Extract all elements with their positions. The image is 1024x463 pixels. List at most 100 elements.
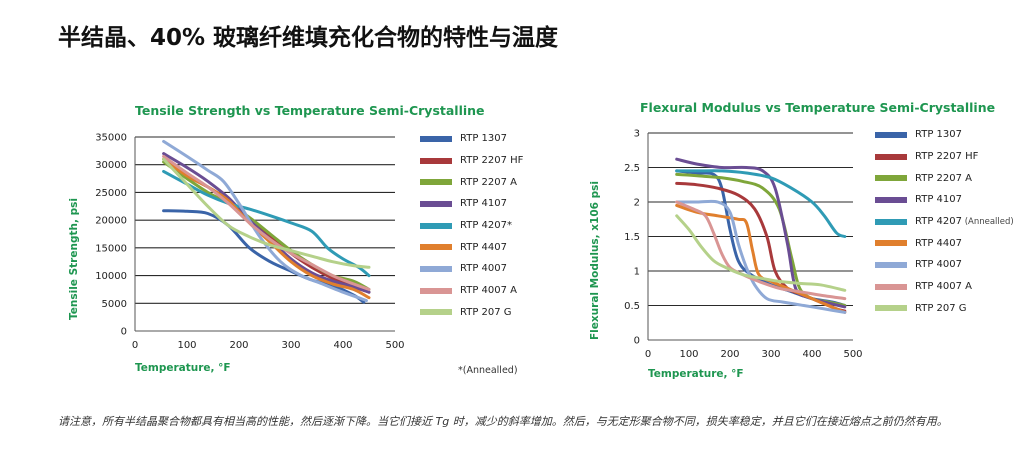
flexural-y-tick-label: 2 — [634, 198, 640, 209]
flexural-legend-item: RTP 1307 — [875, 124, 1014, 146]
tensile-x-axis-label: Temperature, °F — [135, 362, 231, 374]
flexural-legend-item: RTP 4207 (Annealled) — [875, 211, 1014, 233]
flexural-legend-swatch — [875, 305, 907, 312]
tensile-legend-item: RTP 4107 — [420, 193, 523, 215]
flexural-legend-swatch — [875, 131, 907, 138]
tensile-legend-swatch — [420, 265, 452, 272]
flexural-legend-item: RTP 207 G — [875, 298, 1014, 320]
tensile-legend-label: RTP 1307 — [460, 133, 507, 145]
tensile-legend-item: RTP 2207 A — [420, 171, 523, 193]
tensile-legend-swatch — [420, 179, 452, 186]
tensile-legend-label: RTP 2207 HF — [460, 155, 524, 167]
flexural-legend-swatch — [875, 261, 907, 268]
tensile-legend-swatch — [420, 222, 452, 229]
flexural-y-axis-label: Flexural Modulus, x106 psi — [589, 181, 601, 340]
tensile-legend-label: RTP 4007 — [460, 263, 507, 275]
tensile-series-line — [162, 154, 371, 291]
tensile-legend-label: RTP 4107 — [460, 198, 507, 210]
tensile-chart-title: Tensile Strength vs Temperature Semi-Cry… — [135, 103, 485, 118]
tensile-series-line — [162, 209, 366, 304]
flexural-series-line — [675, 169, 847, 238]
tensile-y-tick-label: 5000 — [102, 299, 127, 310]
flexural-y-tick-label: 2.5 — [624, 163, 640, 174]
tensile-legend-swatch — [420, 244, 452, 251]
flexural-legend-item: RTP 4007 — [875, 254, 1014, 276]
flexural-legend-item: RTP 2207 HF — [875, 146, 1014, 168]
tensile-y-tick-label: 0 — [121, 327, 127, 338]
tensile-legend-swatch — [420, 135, 452, 142]
tensile-legend-item: RTP 1307 — [420, 128, 523, 150]
flexural-y-tick-label: 0.5 — [624, 301, 640, 312]
flexural-legend-item: RTP 4107 — [875, 189, 1014, 211]
caption-note: 请注意，所有半结晶聚合物都具有相当高的性能，然后逐渐下降。当它们接近 Tg 时，… — [58, 415, 948, 428]
tensile-legend-item: RTP 4407 — [420, 236, 523, 258]
flexural-legend-note: (Annealled) — [962, 216, 1014, 227]
flexural-legend-swatch — [875, 283, 907, 290]
flexural-y-tick-label: 0 — [634, 336, 640, 347]
flexural-x-tick-label: 500 — [843, 349, 862, 360]
flexural-y-tick-label: 1 — [634, 267, 640, 278]
tensile-legend-item: RTP 4007 — [420, 258, 523, 280]
flexural-x-tick-label: 0 — [645, 349, 651, 360]
tensile-y-tick-label: 10000 — [95, 271, 127, 282]
tensile-x-tick-label: 300 — [281, 340, 300, 351]
flexural-legend-label: RTP 4207 — [915, 216, 962, 228]
flexural-y-tick-label: 3 — [634, 129, 640, 140]
flexural-legend-label: RTP 4107 — [915, 194, 962, 206]
tensile-x-tick-label: 500 — [385, 340, 404, 351]
tensile-y-tick-label: 30000 — [95, 160, 127, 171]
tensile-legend-swatch — [420, 309, 452, 316]
tensile-legend: RTP 1307 RTP 2207 HF RTP 2207 A RTP 4107 RTP… — [420, 128, 523, 323]
tensile-legend-swatch — [420, 157, 452, 164]
flexural-x-tick-label: 300 — [761, 349, 780, 360]
flexural-legend-label: RTP 4007 — [915, 259, 962, 271]
flexural-x-tick-label: 200 — [720, 349, 739, 360]
tensile-y-tick-label: 35000 — [95, 133, 127, 144]
flexural-legend-item: RTP 4007 A — [875, 276, 1014, 298]
flexural-x-tick-label: 400 — [802, 349, 821, 360]
flexural-series-line — [675, 203, 847, 314]
tensile-legend-item: RTP 4207* — [420, 215, 523, 237]
tensile-series-line — [162, 139, 368, 302]
tensile-legend-item: RTP 2207 HF — [420, 150, 523, 172]
tensile-legend-swatch — [420, 287, 452, 294]
flexural-legend-label: RTP 2207 A — [915, 172, 973, 184]
tensile-x-tick-label: 400 — [333, 340, 352, 351]
flexural-legend-swatch — [875, 218, 907, 225]
tensile-x-tick-label: 0 — [132, 340, 138, 351]
page-title: 半结晶、40% 玻璃纤维填充化合物的特性与温度 — [58, 25, 559, 51]
tensile-y-tick-label: 20000 — [95, 216, 127, 227]
flexural-legend-item: RTP 2207 A — [875, 167, 1014, 189]
flexural-y-tick-label: 1.5 — [624, 232, 640, 243]
flexural-legend-label: RTP 1307 — [915, 129, 962, 141]
flexural-x-tick-label: 100 — [679, 349, 698, 360]
flexural-legend-swatch — [875, 196, 907, 203]
tensile-legend-label: RTP 4207* — [460, 220, 512, 232]
flexural-chart-title: Flexural Modulus vs Temperature Semi-Cry… — [640, 100, 996, 115]
tensile-footnote: *(Annealled) — [458, 365, 518, 376]
tensile-x-tick-label: 100 — [177, 340, 196, 351]
tensile-legend-label: RTP 4007 A — [460, 285, 518, 297]
tensile-x-tick-label: 200 — [229, 340, 248, 351]
flexural-legend-swatch — [875, 240, 907, 247]
tensile-y-tick-label: 25000 — [95, 188, 127, 199]
tensile-series-line — [162, 157, 371, 269]
tensile-legend-item: RTP 207 G — [420, 302, 523, 324]
flexural-legend-label: RTP 4407 — [915, 237, 962, 249]
flexural-legend-label: RTP 2207 HF — [915, 151, 979, 163]
tensile-legend-swatch — [420, 200, 452, 207]
tensile-legend-label: RTP 207 G — [460, 306, 512, 318]
tensile-legend-item: RTP 4007 A — [420, 280, 523, 302]
flexural-legend-swatch — [875, 153, 907, 160]
flexural-legend-swatch — [875, 175, 907, 182]
flexural-legend-item: RTP 4407 — [875, 232, 1014, 254]
tensile-series-line — [162, 169, 371, 278]
flexural-x-axis-label: Temperature, °F — [648, 368, 744, 380]
tensile-legend-label: RTP 4407 — [460, 241, 507, 253]
tensile-y-tick-label: 15000 — [95, 243, 127, 254]
tensile-legend-label: RTP 2207 A — [460, 176, 518, 188]
flexural-series-line — [675, 214, 847, 292]
flexural-legend-label: RTP 4007 A — [915, 281, 973, 293]
